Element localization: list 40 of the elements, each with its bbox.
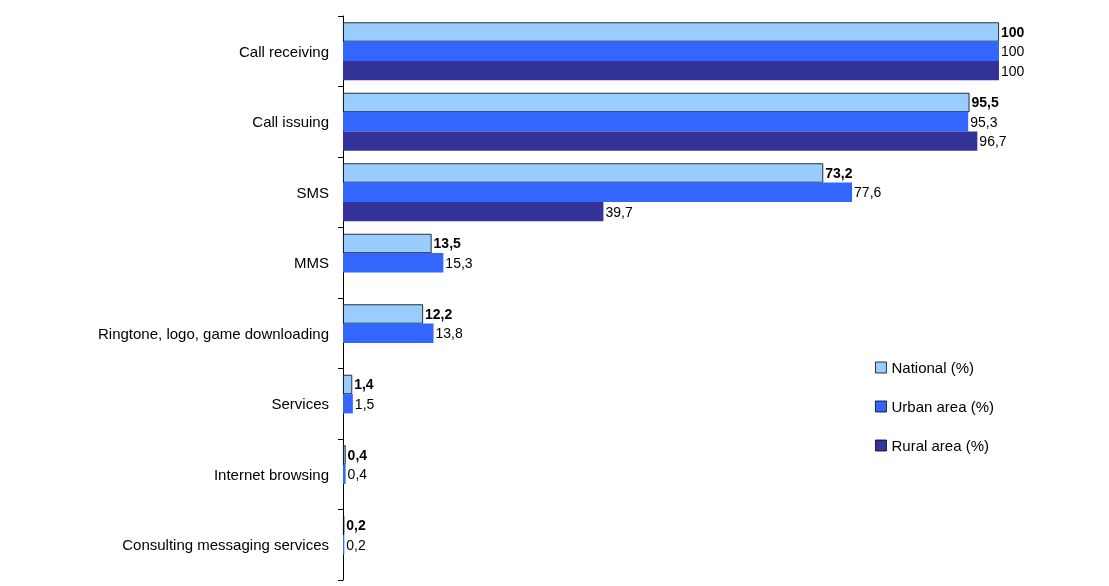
legend-label: Urban area (%) [891, 398, 995, 415]
y-tick-label: Services [271, 395, 329, 413]
bar [343, 253, 444, 273]
data-label: 73,2 [825, 164, 853, 181]
data-label: 13,8 [435, 325, 463, 342]
data-label: 100 [1001, 62, 1025, 79]
bar [343, 323, 434, 343]
bar [343, 182, 853, 202]
data-label: 0,2 [346, 536, 366, 553]
data-label: 13,5 [433, 235, 462, 252]
bar [343, 131, 978, 151]
y-tick-label: Internet browsing [213, 465, 329, 483]
legend-label: National (%) [891, 359, 974, 376]
y-tick-label: SMS [296, 183, 329, 201]
y-tick-label: Ringtone, logo, game downloading [98, 324, 329, 342]
data-label: 1,4 [354, 376, 374, 393]
data-label: 95,3 [970, 113, 998, 130]
bar [343, 112, 969, 132]
data-label: 0,4 [347, 446, 368, 463]
data-label: 95,5 [971, 94, 999, 111]
bar [343, 201, 604, 222]
data-label: 96,7 [979, 133, 1007, 150]
data-label: 1,5 [354, 395, 375, 412]
data-label: 12,2 [425, 305, 453, 322]
bar [343, 60, 999, 81]
y-tick-label: Call issuing [252, 113, 329, 131]
y-tick-label: MMS [294, 254, 329, 272]
data-label: 77,6 [854, 184, 882, 201]
data-label: 39,7 [605, 203, 633, 220]
bar [343, 464, 346, 484]
y-tick-label: Call receiving [238, 42, 329, 60]
legend-label: Rural area (%) [891, 437, 989, 454]
y-tick-label: Consulting messaging services [122, 536, 329, 554]
data-label: 0,2 [346, 517, 366, 534]
data-label: 15,3 [445, 254, 473, 271]
data-label: 0,4 [347, 466, 368, 483]
data-label: 100 [1001, 23, 1025, 40]
bar [343, 41, 999, 61]
data-label: 100 [1001, 43, 1025, 60]
bar [343, 394, 353, 414]
